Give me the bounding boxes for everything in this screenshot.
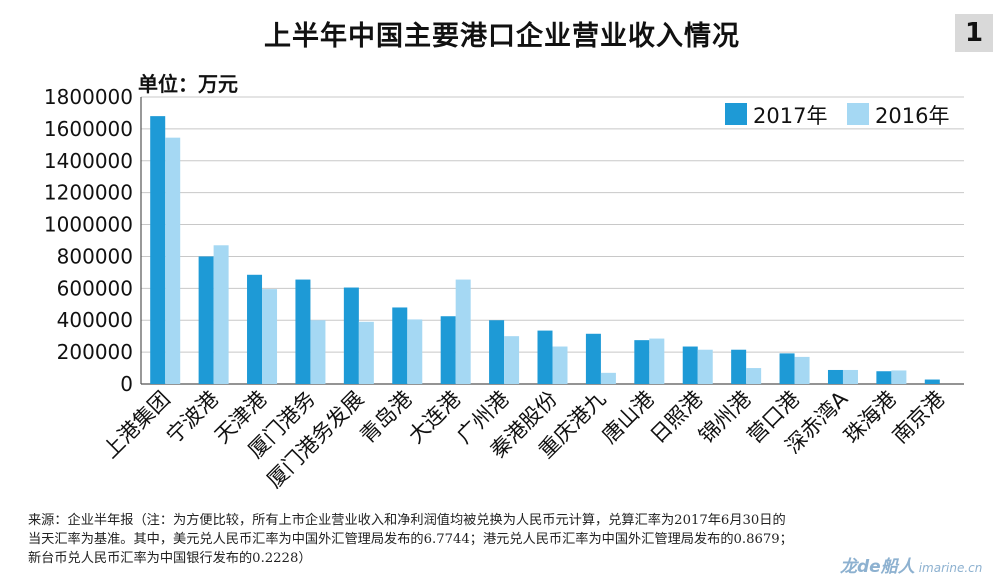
watermark-text: 龙de船人 (840, 557, 915, 577)
y-tick-label: 600000 (57, 276, 133, 300)
x-tick-label: 南京港 (888, 387, 950, 449)
bar (891, 370, 907, 384)
bar (455, 279, 471, 384)
x-tick-label: 宁波港 (162, 387, 224, 449)
bar (392, 307, 408, 384)
chart-title: 上半年中国主要港口企业营业收入情况 (264, 21, 740, 52)
y-tick-label: 400000 (57, 308, 133, 332)
footnote-line: 来源：企业半年报（注：为方便比较，所有上市企业营业收入和净利润值均被兑换为人民币… (28, 513, 786, 528)
y-tick-label: 1000000 (44, 213, 133, 237)
bar (552, 346, 568, 384)
y-tick-label: 1200000 (44, 181, 133, 205)
watermark-logo: 龙de船人 imarine.cn (840, 552, 982, 577)
bar (682, 346, 698, 384)
footnote-line: 新台币兑人民币汇率为中国银行发布的0.2228） (28, 551, 312, 566)
legend-label: 2016年 (875, 104, 949, 128)
x-tick-label: 日照港 (646, 387, 708, 449)
bar (310, 320, 326, 384)
y-tick-label: 1800000 (44, 85, 133, 109)
bar (746, 368, 762, 384)
bar (779, 353, 795, 384)
page-number-badge: 1 (955, 14, 993, 52)
bar (358, 321, 374, 384)
bar (794, 356, 810, 384)
bar (600, 372, 616, 384)
bar (634, 340, 650, 384)
bar (876, 371, 892, 384)
bar (247, 274, 263, 384)
bar (731, 349, 747, 384)
bar (649, 338, 665, 384)
unit-label: 单位：万元 (138, 72, 238, 96)
legend-swatch (725, 103, 747, 125)
x-tick-label: 大连港 (404, 387, 466, 449)
bar (504, 336, 520, 384)
y-tick-label: 1400000 (44, 149, 133, 173)
y-tick-label: 1600000 (44, 117, 133, 141)
bar (343, 287, 359, 384)
bar (697, 349, 713, 384)
bar (537, 330, 553, 384)
bar (440, 316, 456, 384)
watermark-domain: imarine.cn (918, 561, 983, 575)
x-tick-label: 锦州港 (694, 387, 756, 449)
x-tick-label: 珠海港 (839, 387, 901, 449)
y-tick-label: 800000 (57, 244, 133, 268)
legend-swatch (847, 103, 869, 125)
bar (827, 369, 843, 384)
bar (407, 319, 423, 384)
bar (165, 137, 181, 384)
bar (198, 256, 214, 384)
bar (262, 289, 278, 384)
y-tick-label: 0 (120, 372, 133, 396)
x-tick-label: 唐山港 (597, 387, 659, 449)
bar (585, 333, 601, 384)
x-tick-label: 上港集团 (98, 387, 174, 463)
y-tick-label: 200000 (57, 340, 133, 364)
bar (489, 320, 505, 384)
legend-label: 2017年 (753, 104, 827, 128)
bar (924, 379, 940, 384)
footnote: 来源：企业半年报（注：为方便比较，所有上市企业营业收入和净利润值均被兑换为人民币… (28, 511, 978, 568)
bar (213, 245, 229, 384)
x-tick-label: 青岛港 (355, 387, 417, 449)
bar (842, 369, 858, 384)
bar (295, 279, 311, 384)
bar (150, 116, 166, 384)
footnote-line: 当天汇率为基准。其中，美元兑人民币汇率为中国外汇管理局发布的6.7744；港元兑… (28, 532, 793, 547)
